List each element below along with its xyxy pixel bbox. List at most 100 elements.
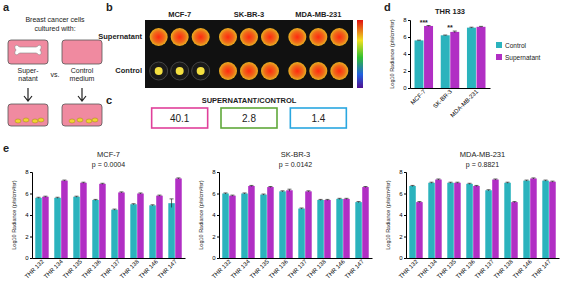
tick-label: 0 (399, 255, 403, 261)
axis-title: Log10 Radiance (p/s/cm²/sr) (11, 180, 17, 250)
condition-label: medium (70, 75, 95, 82)
bar (409, 186, 416, 258)
tick-label: THR 136 (455, 258, 477, 280)
tick: 0 (399, 255, 406, 261)
tick: MDA-MB-231 (449, 88, 479, 118)
tick: 0 (25, 255, 32, 261)
error-bar (81, 182, 85, 183)
bar (99, 184, 106, 258)
cells (86, 119, 92, 123)
legend: ControlSupernatant (496, 42, 541, 62)
dish (8, 104, 48, 126)
y-axis: 02468 (212, 169, 219, 261)
bar (473, 186, 480, 258)
bar (343, 199, 350, 258)
error-bar (363, 187, 367, 188)
tick-mark (404, 194, 406, 195)
bar-chart: 02468MCF-7SK-BR-3MDA-MB-231Log10 Radianc… (389, 7, 541, 118)
tick: 2 (399, 234, 406, 240)
bar-chart: 02468THR 132THR 134THR 135THR 136THR 137… (385, 150, 560, 280)
vs-label: vs. (51, 71, 60, 78)
tick: 4 (212, 212, 219, 218)
condition-label: natant (18, 75, 38, 82)
error-bar (469, 27, 473, 29)
well (219, 62, 237, 80)
cells (92, 118, 98, 122)
tick-mark (408, 20, 410, 21)
x-axis: MCF-7SK-BR-3MDA-MB-231 (410, 88, 491, 118)
tick-label: THR 147 (344, 258, 366, 280)
heading: cultured with: (34, 25, 75, 32)
tick-label: THR 146 (512, 258, 534, 280)
error-bar (325, 199, 329, 200)
error-bar (338, 198, 342, 199)
error-bar (230, 195, 234, 196)
error-bar (100, 183, 104, 184)
bar (466, 184, 473, 258)
bar (118, 192, 125, 258)
error-bar (506, 182, 510, 183)
y-axis: 02468 (25, 169, 32, 261)
tick-label: 6 (212, 191, 216, 197)
tick: THR 137 (100, 258, 122, 280)
title: SK-BR-3 (281, 150, 311, 159)
error-bar (249, 185, 253, 186)
error-bar (479, 26, 483, 28)
tick-mark (30, 215, 32, 216)
panel-letter: b (106, 1, 113, 13)
axis-line (220, 258, 373, 259)
tick-mark (217, 215, 219, 216)
column-label: SK-BR-3 (234, 10, 264, 19)
error-bar (544, 180, 548, 181)
x-axis: THR 132THR 134THR 135THR 136THR 137THR 1… (398, 258, 560, 280)
row-label: Supernatant (98, 32, 142, 41)
error-bar (512, 202, 516, 203)
tick: 0 (403, 85, 410, 91)
tick: THR 134 (43, 258, 65, 280)
bar (222, 194, 229, 259)
tick: 8 (25, 169, 32, 175)
tick-label: 8 (399, 169, 403, 175)
tick-mark (217, 237, 219, 238)
error-bar (56, 197, 60, 198)
well (309, 28, 327, 46)
bar (298, 209, 305, 258)
tick-label: 2 (399, 234, 403, 240)
tick: 4 (403, 51, 410, 57)
tick: 6 (403, 34, 410, 40)
bar (137, 194, 144, 259)
axis-title: Log10 Radiance (p/s/cm²/sr) (198, 180, 204, 250)
bar (35, 198, 42, 258)
bar (168, 203, 175, 258)
tick-label: 2 (403, 68, 407, 74)
tick-mark (30, 194, 32, 195)
title: MCF-7 (97, 150, 120, 159)
bar (149, 205, 156, 258)
error-bar (176, 178, 180, 179)
well (261, 28, 279, 46)
tick: THR 137 (474, 258, 496, 280)
tick-label: THR 138 (493, 258, 515, 280)
bar (416, 202, 423, 258)
error-bar (170, 199, 174, 208)
well (288, 28, 306, 46)
error-bar (455, 182, 459, 183)
plot-area (222, 185, 368, 258)
tick: THR 137 (287, 258, 309, 280)
tick: THR 135 (62, 258, 84, 280)
tick: THR 138 (493, 258, 515, 280)
axis-title: Log10 Radiance (p/s/cm²/sr) (389, 19, 395, 89)
color-bar (357, 20, 363, 88)
tick: THR 134 (417, 258, 439, 280)
tick-label: THR 146 (325, 258, 347, 280)
axis-line (404, 173, 407, 259)
panel-letter: c (106, 94, 112, 106)
error-bar (436, 179, 440, 180)
tick-label: THR 134 (43, 258, 65, 280)
bar (248, 186, 255, 258)
condition-label: Super- (17, 67, 39, 75)
legend-swatch (496, 42, 502, 48)
tick: MCF-7 (410, 88, 428, 106)
tick-label: THR 137 (100, 258, 122, 280)
bar-chart: 02468THR 132THR 134THR 135THR 136THR 137… (198, 150, 373, 280)
